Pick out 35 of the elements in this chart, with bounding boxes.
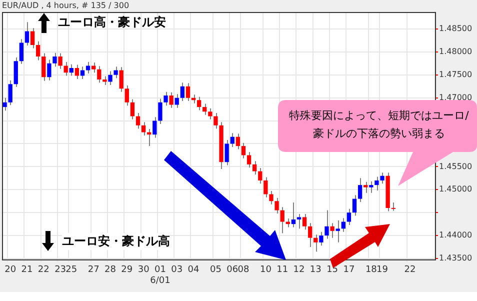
y-tick-label: 1.48000 <box>439 47 472 56</box>
x-tick-label: 20 <box>4 265 16 276</box>
x-tick-label: 05 <box>210 265 222 276</box>
x-tick-label: 25 <box>66 265 78 276</box>
x-tick-label: 06 <box>226 265 238 276</box>
y-tick-label: 1.47000 <box>439 92 472 102</box>
annotation: ユーロ高・豪ドル安 <box>58 14 166 31</box>
x-tick-label: 27 <box>88 265 100 276</box>
annotation: ユーロ安・豪ドル高 <box>62 233 170 250</box>
x-tick-label: 08 <box>238 265 250 276</box>
x-tick-label: 29 <box>121 265 133 276</box>
x-tick-label: 17 <box>343 265 355 276</box>
annotation: 特殊要因によって、短期ではユーロ/豪ドルの下落の勢い弱まる <box>288 108 470 142</box>
y-tick-label: 1.48500 <box>439 24 472 34</box>
chart-title: EUR/AUD , 4 hours, # 135 / 300 <box>2 0 130 11</box>
y-tick-label: 1.47500 <box>439 70 472 79</box>
x-tick-label: 13 <box>310 265 322 276</box>
x-tick-label: 12 <box>293 265 305 276</box>
x-tick-label: 18 <box>365 265 378 276</box>
x-tick-label: 03 <box>171 265 183 276</box>
y-tick-label: 1.43500 <box>439 254 472 263</box>
y-tick-label: 1.44000 <box>439 230 472 240</box>
x-tick-label: 30 <box>138 265 150 276</box>
y-tick-label: 1.45000 <box>439 184 472 194</box>
x-tick-label: 23 <box>54 265 66 276</box>
x-tick-label: 28 <box>104 265 116 276</box>
x-tick-label: 01 6/01 <box>150 265 170 286</box>
x-tick-label: 04 <box>188 265 200 276</box>
x-tick-label: 11 <box>276 265 288 276</box>
x-tick-label: 10 <box>260 265 272 276</box>
x-tick-label: 21 <box>21 265 33 276</box>
x-tick-label: 19 <box>376 265 388 276</box>
x-tick-label: 22 <box>38 265 50 276</box>
x-tick-label: 22 <box>404 265 416 276</box>
y-tick-label: 1.45500 <box>439 162 472 171</box>
